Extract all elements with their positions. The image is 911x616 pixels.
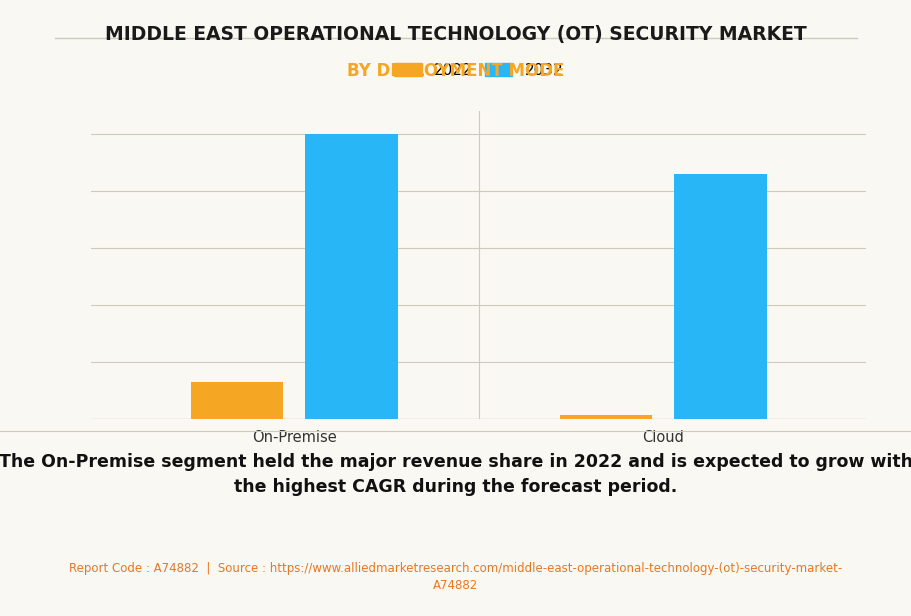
Bar <box>305 134 397 419</box>
Text: Report Code : A74882  |  Source : https://www.alliedmarketresearch.com/middle-ea: Report Code : A74882 | Source : https://… <box>69 562 842 592</box>
Text: MIDDLE EAST OPERATIONAL TECHNOLOGY (OT) SECURITY MARKET: MIDDLE EAST OPERATIONAL TECHNOLOGY (OT) … <box>105 25 806 44</box>
Bar <box>674 174 766 419</box>
Bar <box>559 415 651 419</box>
Text: BY DEPLOYMENT MODE: BY DEPLOYMENT MODE <box>347 62 564 80</box>
Legend: 2022, 2032: 2022, 2032 <box>394 63 563 78</box>
Text: The On-Premise segment held the major revenue share in 2022 and is expected to g: The On-Premise segment held the major re… <box>0 453 911 496</box>
Bar <box>190 382 282 419</box>
